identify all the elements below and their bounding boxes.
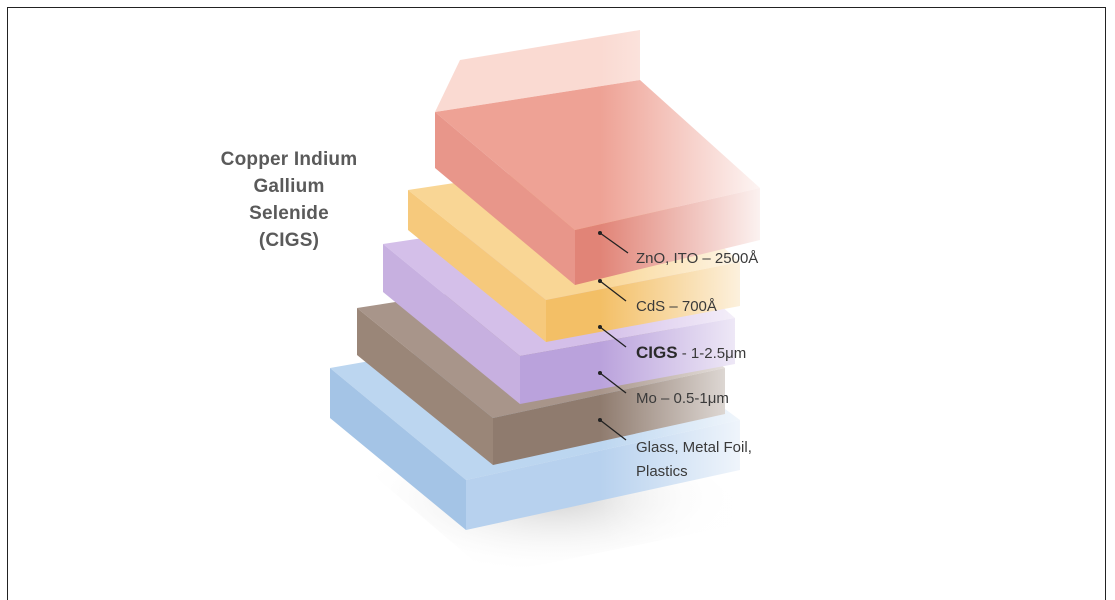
label-cigs-bold: CIGS <box>636 343 678 362</box>
label-substrate: Glass, Metal Foil, Plastics <box>636 436 752 484</box>
label-cds: CdS – 700Å <box>636 298 717 315</box>
label-cigs-thickness: - 1-2.5μm <box>677 345 747 362</box>
title-line-3: (CIGS) <box>258 230 320 251</box>
label-substrate-line-1: Glass, Metal Foil, <box>636 439 752 456</box>
label-zno-ito: ZnO, ITO – 2500Å <box>636 250 759 267</box>
title-line-2: Gallium Selenide <box>249 176 329 224</box>
leader-dots <box>598 231 602 422</box>
label-substrate-line-2: Plastics <box>636 463 688 480</box>
leader-lines <box>599 232 629 441</box>
label-mo: Mo – 0.5-1μm <box>636 390 729 407</box>
title-line-1: Copper Indium <box>220 149 358 170</box>
right-fade <box>600 20 780 540</box>
label-cigs: CIGS - 1-2.5μm <box>636 343 746 363</box>
diagram-title: Copper Indium Gallium Selenide (CIGS) <box>214 146 364 254</box>
